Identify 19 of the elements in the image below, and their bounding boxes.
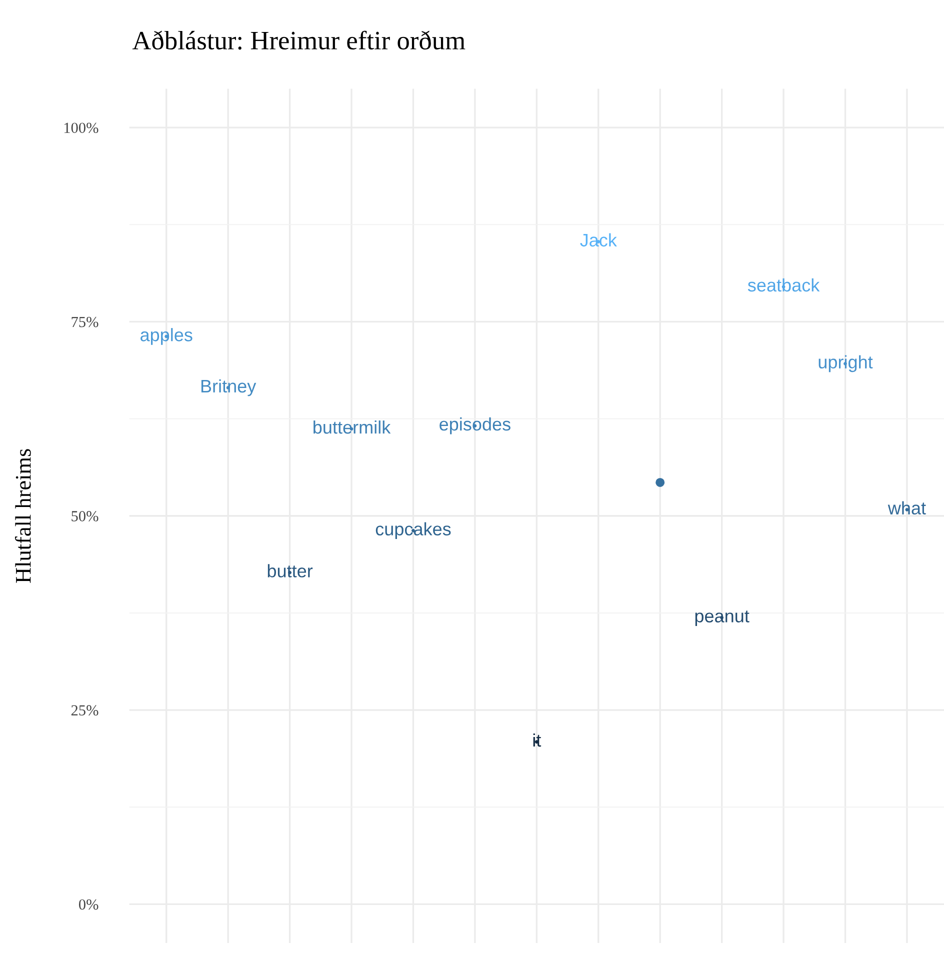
y-tick-label: 25%: [71, 705, 98, 716]
y-tick-label: 100%: [64, 122, 98, 134]
y-axis-title: Hlutfall hreims: [14, 449, 31, 583]
chart-title: Aðblástur: Hreimur eftir orðum: [132, 30, 466, 50]
x-tick-label: butter: [268, 564, 313, 578]
x-tick-label: cupcakes: [376, 522, 451, 540]
y-tick-label: 0%: [78, 899, 98, 910]
x-tick-label: Britney: [201, 379, 256, 396]
x-tick-label: buttermilk: [314, 420, 391, 434]
y-tick-label: 50%: [72, 511, 98, 522]
x-tick-label: Jack: [580, 233, 617, 247]
x-tick-label: what: [888, 501, 926, 515]
y-tick-label: 75%: [72, 316, 98, 328]
x-tick-label: peanut: [695, 610, 750, 626]
x-tick-label: it: [533, 733, 542, 747]
x-tick-label: episodes: [440, 417, 510, 434]
x-tick-label: seatback: [748, 278, 820, 292]
x-tick-label: apples: [140, 328, 192, 345]
x-tick-label: upright: [818, 355, 873, 372]
